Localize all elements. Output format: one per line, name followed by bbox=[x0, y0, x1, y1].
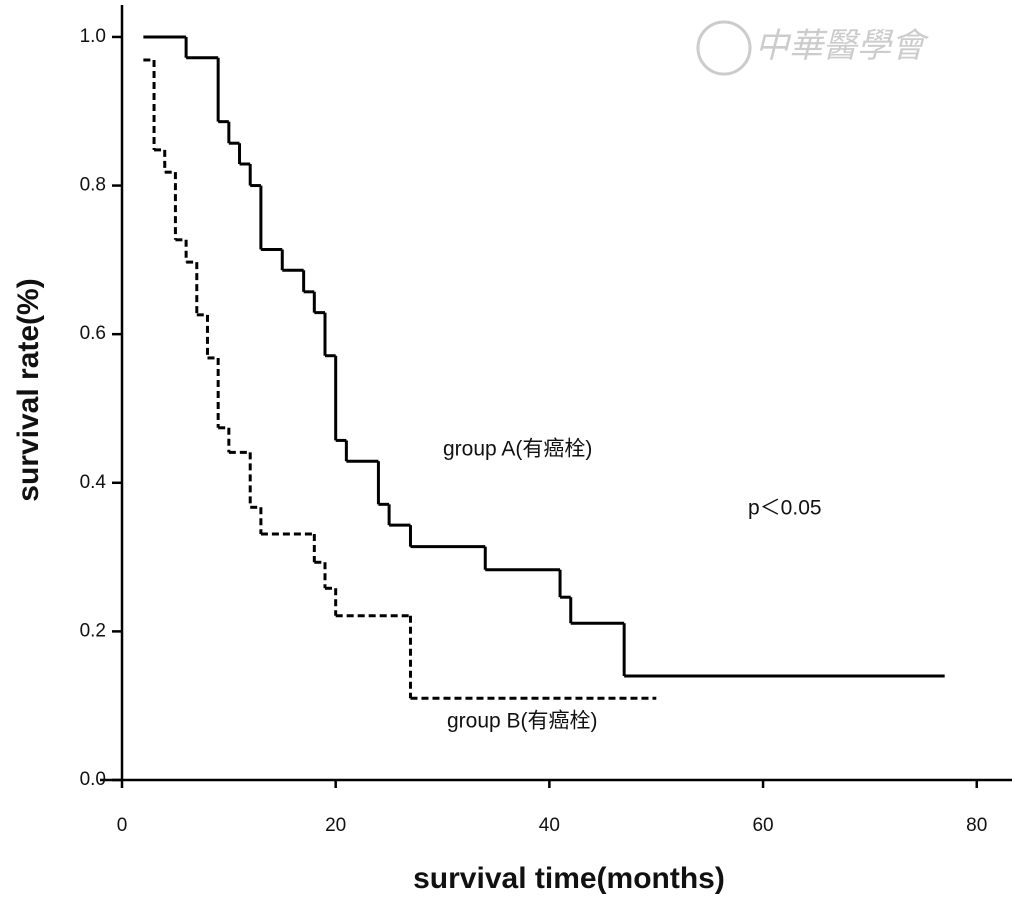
y-tick-label: 0.2 bbox=[80, 620, 106, 641]
x-axis-title: survival time(months) bbox=[413, 862, 725, 895]
y-tick-label: 1.0 bbox=[80, 26, 106, 47]
y-axis-title: survival rate(%) bbox=[12, 278, 45, 501]
x-tick-label: 80 bbox=[966, 815, 987, 836]
y-tick-label: 0.4 bbox=[80, 472, 107, 493]
x-tick-label: 0 bbox=[117, 815, 128, 836]
annotation: group B(有癌栓) bbox=[447, 710, 598, 733]
annotation: p＜0.05 bbox=[748, 497, 822, 520]
y-tick-label: 0.6 bbox=[80, 323, 106, 344]
y-tick-label: 0.0 bbox=[80, 769, 106, 790]
x-tick-label: 40 bbox=[539, 815, 560, 836]
watermark-logo bbox=[696, 20, 752, 76]
y-tick-label: 0.8 bbox=[80, 175, 106, 196]
annotation: group A(有癌栓) bbox=[443, 438, 592, 461]
x-tick-label: 60 bbox=[752, 815, 773, 836]
watermark: 中華醫學會 bbox=[755, 26, 930, 66]
x-tick-label: 20 bbox=[325, 815, 346, 836]
